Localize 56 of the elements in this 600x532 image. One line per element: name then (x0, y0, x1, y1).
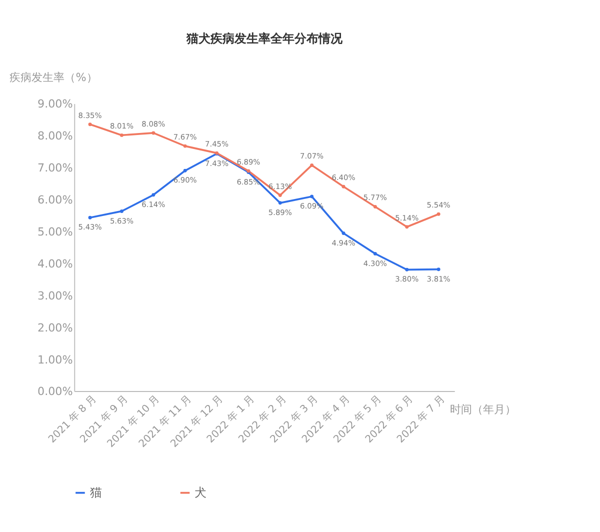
data-label: 7.07% (300, 152, 324, 161)
data-label: 5.54% (426, 200, 450, 210)
data-label: 5.63% (110, 216, 134, 226)
point (310, 194, 314, 198)
data-label: 8.08% (142, 119, 166, 128)
point (88, 216, 92, 220)
data-label: 5.89% (268, 208, 292, 217)
data-label: 5.77% (363, 193, 387, 202)
data-label: 8.01% (110, 122, 134, 131)
data-label: 6.14% (142, 200, 166, 209)
point (278, 201, 282, 205)
data-label: 6.40% (332, 173, 356, 182)
point (373, 205, 377, 208)
x-axis-title: 时间（年月） (450, 402, 516, 416)
legend-label: 猫 (90, 486, 102, 500)
data-label: 4.30% (363, 258, 387, 268)
y-tick-label: 6.00% (38, 194, 73, 207)
point (120, 133, 124, 137)
point (373, 252, 377, 256)
y-tick-label: 2.00% (38, 321, 73, 334)
point (436, 268, 440, 272)
point (152, 131, 156, 135)
y-tick-label: 7.00% (38, 162, 73, 175)
chart-title: 猫犬疾病发生率全年分布情况 (185, 31, 344, 46)
point (310, 163, 314, 167)
data-label: 3.80% (395, 274, 419, 284)
data-label: 7.67% (173, 132, 197, 142)
point (342, 232, 346, 235)
y-tick-label: 5.00% (38, 226, 73, 239)
data-label: 5.43% (78, 222, 102, 232)
y-tick-label: 0.00% (38, 385, 73, 398)
y-tick-label: 1.00% (38, 353, 73, 366)
data-label: 7.43% (205, 158, 229, 168)
y-tick-label: 3.00% (38, 289, 73, 302)
data-label: 6.89% (236, 157, 260, 166)
point (88, 122, 92, 126)
data-label: 4.94% (332, 238, 356, 248)
y-tick-label: 4.00% (38, 257, 73, 270)
point (278, 194, 282, 197)
point (405, 225, 409, 229)
y-axis-title: 疾病发生率（%） (10, 70, 98, 84)
y-tick-label: 9.00% (38, 98, 73, 111)
point (342, 184, 346, 188)
point (183, 168, 187, 172)
data-label: 8.35% (78, 110, 102, 120)
y-tick-label: 8.00% (38, 130, 73, 143)
data-label: 6.90% (173, 176, 197, 185)
point (436, 212, 440, 216)
point (183, 144, 187, 148)
data-label: 5.14% (395, 213, 419, 222)
point (152, 193, 156, 197)
data-label: 3.81% (426, 274, 450, 284)
data-label: 7.45% (205, 140, 229, 149)
point (405, 268, 409, 272)
point (120, 209, 124, 213)
legend-label: 犬 (194, 486, 207, 500)
